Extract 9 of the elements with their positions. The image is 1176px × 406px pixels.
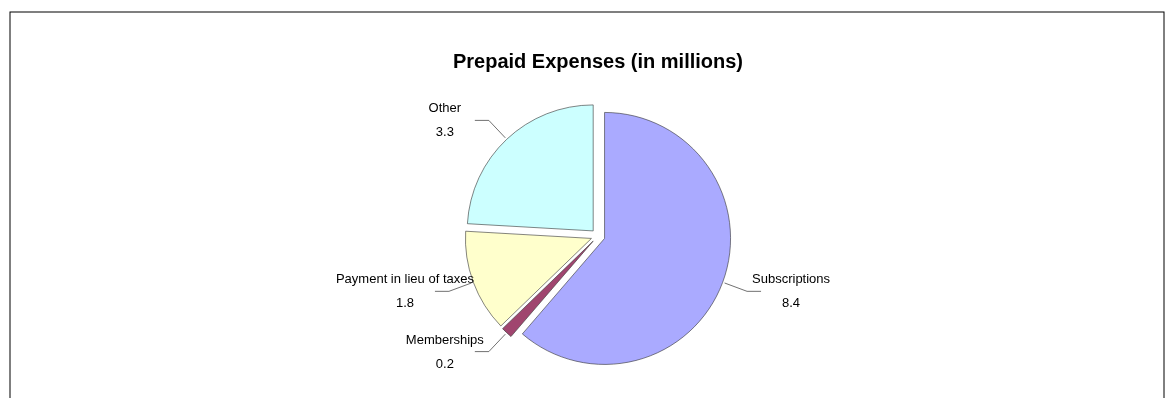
slice-label: Memberships <box>405 331 485 347</box>
data-label: 1.8 <box>395 295 414 311</box>
slice-label: Subscriptions <box>752 271 831 287</box>
data-label: 3.3 <box>435 124 454 140</box>
slice-label: Other <box>428 100 462 116</box>
data-label: 8.4 <box>782 295 801 311</box>
chart-title: Prepaid Expenses (in millions) <box>452 50 744 72</box>
slice-label: Payment in lieu of taxes <box>335 271 475 287</box>
data-label: 0.2 <box>435 355 454 371</box>
